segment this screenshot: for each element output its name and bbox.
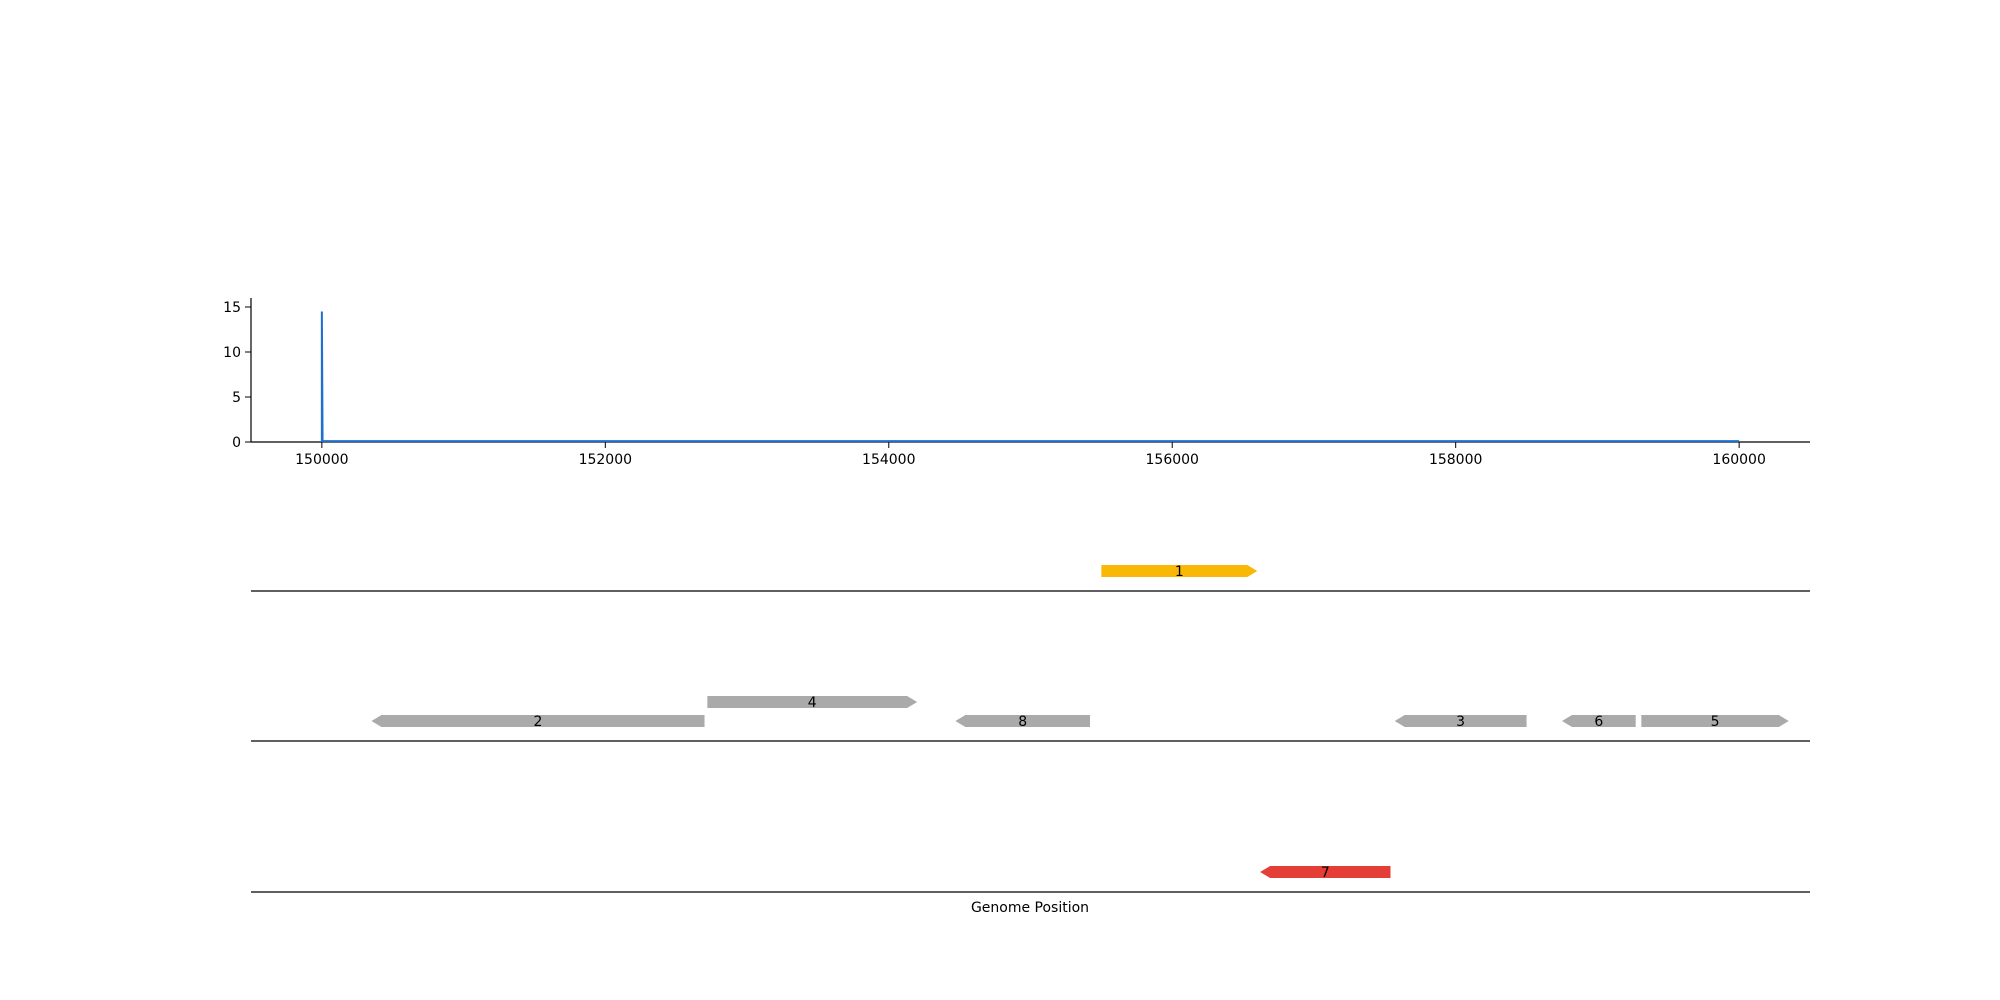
gene-arrow (1260, 866, 1391, 878)
gene-label: 3 (1456, 714, 1465, 730)
gene-arrow (1101, 565, 1258, 577)
x-axis-title: Genome Position (971, 900, 1089, 916)
y-tick-label: 5 (232, 390, 241, 406)
x-tick-label: 150000 (295, 452, 348, 468)
x-tick-label: 158000 (1429, 452, 1482, 468)
x-tick-label: 154000 (862, 452, 915, 468)
gene-tracks: 1 2 4 8 3 6 5 7 (251, 564, 1810, 893)
gene-label: 5 (1711, 714, 1720, 730)
gene-arrow (371, 715, 705, 727)
gene-arrow (1641, 715, 1789, 727)
gene-label: 7 (1321, 865, 1330, 881)
y-tick-label: 10 (223, 345, 241, 361)
coverage-series (320, 311, 1740, 443)
gene-label: 4 (808, 695, 817, 711)
x-ticks: 150000 152000 154000 156000 158000 160000 (295, 442, 1766, 468)
gene-label: 2 (534, 714, 543, 730)
x-tick-label: 160000 (1712, 452, 1765, 468)
y-tick-label: 0 (232, 435, 241, 451)
gene-arrow (1394, 715, 1527, 727)
y-tick-label: 15 (223, 300, 241, 316)
x-tick-label: 152000 (579, 452, 632, 468)
gene-arrow (1561, 715, 1636, 727)
gene-arrow (707, 696, 918, 708)
gene-arrow (955, 715, 1091, 727)
gene-label: 6 (1594, 714, 1603, 730)
gene-label: 8 (1018, 714, 1027, 730)
coverage-plot: 0 5 10 15 150000 152000 154000 156000 158000 160… (223, 298, 1810, 468)
x-tick-label: 156000 (1146, 452, 1199, 468)
coverage-line (320, 311, 1740, 443)
y-ticks: 0 5 10 15 (223, 300, 251, 451)
gene-label: 1 (1175, 564, 1184, 580)
